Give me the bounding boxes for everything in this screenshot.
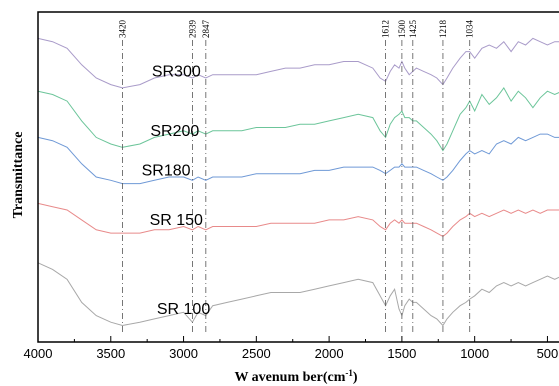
x-tick-label-3500: 3500 bbox=[96, 346, 125, 361]
series-label-sr300: SR300 bbox=[152, 64, 201, 81]
x-tick-label-500: 500 bbox=[537, 346, 559, 361]
x-axis: 4000 3500 3000 2500 2000 1500 1000 500 bbox=[24, 336, 559, 361]
series-layer bbox=[37, 37, 559, 327]
peak-label-1500: 1500 bbox=[397, 20, 407, 39]
series-line-sr180 bbox=[37, 133, 559, 185]
x-tick-label-4000: 4000 bbox=[24, 346, 53, 361]
x-axis-label-main: W avenum ber(cm bbox=[234, 370, 345, 385]
series-line-sr-150 bbox=[37, 202, 559, 237]
x-tick-label-1500: 1500 bbox=[387, 346, 416, 361]
peak-annotations: 3420 2939 2847 1612 1500 1425 1218 1034 bbox=[117, 20, 475, 332]
x-tick-label-3000: 3000 bbox=[169, 346, 198, 361]
series-label-sr-100: SR 100 bbox=[157, 301, 210, 318]
y-axis-label: Transmittance bbox=[11, 132, 26, 219]
series-line-sr-100 bbox=[37, 262, 559, 327]
x-tick-label-2000: 2000 bbox=[315, 346, 344, 361]
x-tick-label-1000: 1000 bbox=[460, 346, 489, 361]
x-tick-label-2500: 2500 bbox=[242, 346, 271, 361]
peak-label-1612: 1612 bbox=[381, 20, 391, 38]
series-label-sr200: SR200 bbox=[150, 123, 199, 140]
series-line-sr300 bbox=[37, 37, 559, 89]
peak-label-2847: 2847 bbox=[201, 20, 211, 39]
series-label-sr-150: SR 150 bbox=[150, 212, 203, 229]
peak-label-2939: 2939 bbox=[187, 20, 197, 39]
x-axis-label-close: ) bbox=[353, 370, 358, 385]
peak-label-3420: 3420 bbox=[117, 20, 127, 39]
series-label-sr180: SR180 bbox=[142, 163, 191, 180]
x-axis-label-sup: -1 bbox=[345, 368, 353, 378]
peak-label-1425: 1425 bbox=[408, 20, 418, 39]
peak-label-1034: 1034 bbox=[465, 20, 475, 39]
peak-label-1218: 1218 bbox=[438, 20, 448, 39]
x-axis-label: W avenum ber(cm-1) bbox=[234, 368, 357, 385]
series-labels: SR300 SR200 SR180 SR 150 SR 100 bbox=[142, 64, 211, 319]
series-line-sr200 bbox=[37, 86, 559, 152]
plot-frame bbox=[37, 11, 559, 343]
